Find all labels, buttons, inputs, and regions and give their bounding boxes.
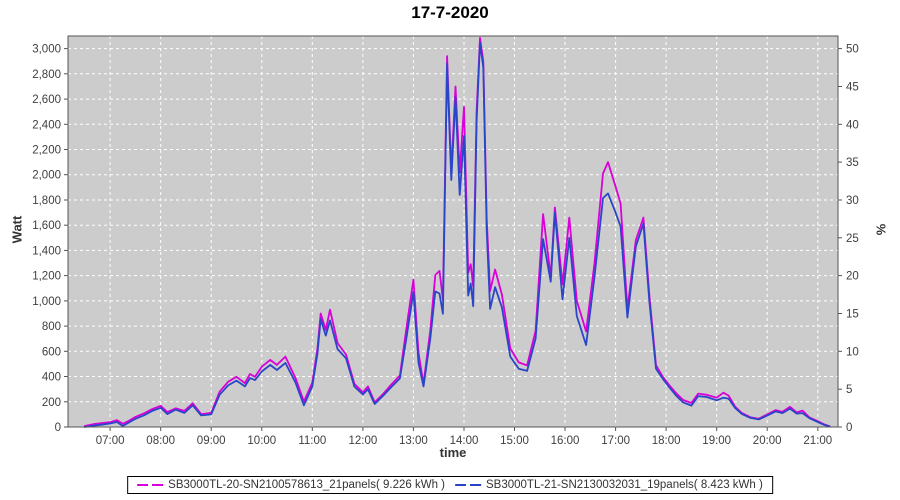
axis-ticks xyxy=(64,48,842,431)
plot-area xyxy=(68,36,838,427)
legend: SB3000TL-20-SN2100578613_21panels( 9.226… xyxy=(127,476,773,494)
svg-text:2,600: 2,600 xyxy=(32,94,61,106)
svg-text:15:00: 15:00 xyxy=(500,435,529,447)
legend-label: SB3000TL-20-SN2100578613_21panels( 9.226… xyxy=(168,479,445,491)
svg-text:1,400: 1,400 xyxy=(32,245,61,257)
svg-text:30: 30 xyxy=(846,195,859,207)
svg-text:1,000: 1,000 xyxy=(32,296,61,308)
svg-text:0: 0 xyxy=(55,422,61,434)
svg-text:25: 25 xyxy=(846,233,859,245)
svg-text:12:00: 12:00 xyxy=(349,435,378,447)
svg-text:5: 5 xyxy=(846,384,852,396)
chart-title: 17-7-2020 xyxy=(411,3,489,22)
y-axis-title-watt: Watt xyxy=(9,215,25,244)
svg-text:40: 40 xyxy=(846,119,859,131)
x-axis-title-time: time xyxy=(439,445,467,460)
legend-line-swatch-magenta-icon xyxy=(137,484,164,486)
svg-text:600: 600 xyxy=(42,346,61,358)
svg-text:2,200: 2,200 xyxy=(32,145,61,157)
svg-text:1,600: 1,600 xyxy=(32,220,61,232)
svg-text:3,000: 3,000 xyxy=(32,44,61,56)
svg-text:400: 400 xyxy=(42,372,61,384)
svg-text:14:00: 14:00 xyxy=(450,435,479,447)
svg-text:08:00: 08:00 xyxy=(146,435,175,447)
svg-text:17:00: 17:00 xyxy=(601,435,630,447)
svg-text:35: 35 xyxy=(846,157,859,169)
legend-label: SB3000TL-21-SN2130032031_19panels( 8.423… xyxy=(486,479,763,491)
svg-text:09:00: 09:00 xyxy=(197,435,226,447)
svg-text:11:00: 11:00 xyxy=(298,435,326,447)
svg-text:15: 15 xyxy=(846,309,859,321)
legend-item-inverter-21: SB3000TL-21-SN2130032031_19panels( 8.423… xyxy=(455,479,763,491)
svg-text:2,800: 2,800 xyxy=(32,69,61,81)
svg-text:2,400: 2,400 xyxy=(32,119,61,131)
svg-text:800: 800 xyxy=(42,321,61,333)
svg-text:1,800: 1,800 xyxy=(32,195,61,207)
plot-border xyxy=(67,35,839,428)
svg-text:0: 0 xyxy=(846,422,852,434)
svg-text:1,200: 1,200 xyxy=(32,271,61,283)
svg-text:21:00: 21:00 xyxy=(803,435,832,447)
svg-text:200: 200 xyxy=(42,397,61,409)
svg-text:2,000: 2,000 xyxy=(32,170,61,182)
y-axis-title-percent: % xyxy=(873,223,889,236)
svg-text:16:00: 16:00 xyxy=(551,435,580,447)
svg-text:19:00: 19:00 xyxy=(702,435,731,447)
svg-text:45: 45 xyxy=(846,82,859,94)
axis-tick-labels: 02004006008001,0001,2001,4001,6001,8002,… xyxy=(32,44,859,447)
svg-text:07:00: 07:00 xyxy=(96,435,125,447)
svg-text:20:00: 20:00 xyxy=(753,435,782,447)
svg-text:20: 20 xyxy=(846,271,859,283)
series-line-0 xyxy=(83,37,831,428)
svg-text:13:00: 13:00 xyxy=(399,435,428,447)
chart-canvas: 02004006008001,0001,2001,4001,6001,8002,… xyxy=(32,35,859,447)
svg-text:10:00: 10:00 xyxy=(247,435,276,447)
svg-text:10: 10 xyxy=(846,346,859,358)
series-line-1 xyxy=(83,41,831,428)
svg-text:50: 50 xyxy=(846,44,859,56)
legend-item-inverter-20: SB3000TL-20-SN2100578613_21panels( 9.226… xyxy=(137,479,445,491)
legend-line-swatch-blue-icon xyxy=(455,484,481,486)
svg-text:18:00: 18:00 xyxy=(652,435,681,447)
